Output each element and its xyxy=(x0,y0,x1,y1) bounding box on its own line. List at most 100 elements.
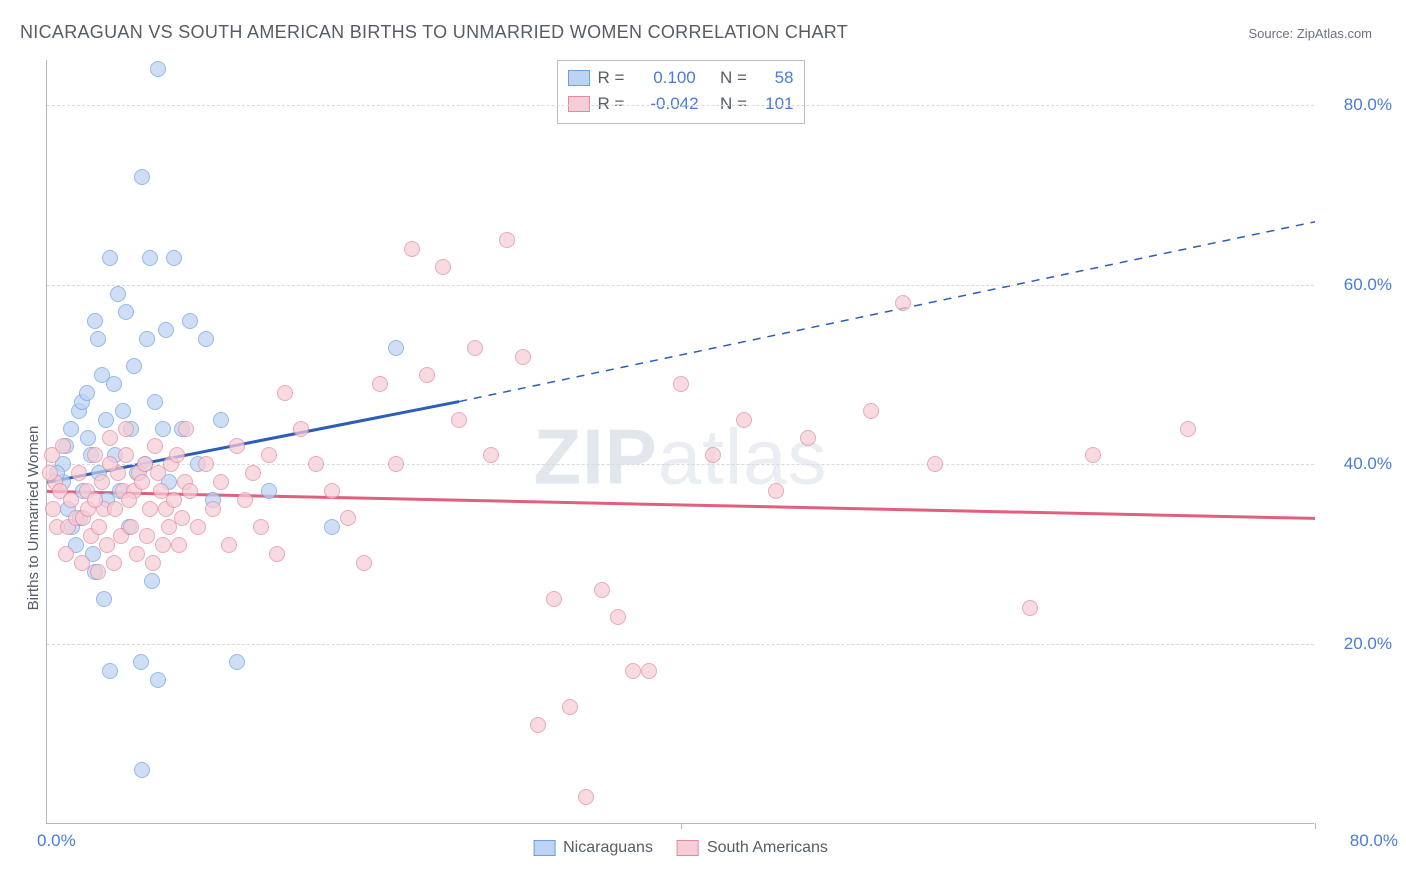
y-axis-tick: 20.0% xyxy=(1322,634,1392,654)
data-point xyxy=(308,456,324,472)
data-point xyxy=(182,313,198,329)
data-point xyxy=(147,438,163,454)
y-axis-tick: 40.0% xyxy=(1322,454,1392,474)
legend-item: South Americans xyxy=(677,839,828,857)
data-point xyxy=(142,250,158,266)
data-point xyxy=(166,250,182,266)
gridline xyxy=(47,105,1314,106)
data-point xyxy=(139,331,155,347)
legend-item-label: Nicaraguans xyxy=(563,839,653,857)
y-axis-tick: 80.0% xyxy=(1322,95,1392,115)
gridline xyxy=(47,644,1314,645)
data-point xyxy=(63,492,79,508)
legend-r-label: R = xyxy=(598,68,632,88)
data-point xyxy=(467,340,483,356)
data-point xyxy=(927,456,943,472)
data-point xyxy=(768,483,784,499)
data-point xyxy=(673,376,689,392)
data-point xyxy=(98,412,114,428)
data-point xyxy=(158,322,174,338)
data-point xyxy=(546,591,562,607)
data-point xyxy=(91,519,107,535)
data-point xyxy=(178,421,194,437)
data-point xyxy=(594,582,610,598)
data-point xyxy=(388,340,404,356)
data-point xyxy=(174,510,190,526)
data-point xyxy=(79,385,95,401)
data-point xyxy=(356,555,372,571)
data-point xyxy=(324,483,340,499)
data-point xyxy=(435,259,451,275)
data-point xyxy=(171,537,187,553)
data-point xyxy=(578,789,594,805)
data-point xyxy=(190,519,206,535)
data-point xyxy=(169,447,185,463)
x-axis-tick-mark xyxy=(1315,823,1316,829)
data-point xyxy=(863,403,879,419)
data-point xyxy=(895,295,911,311)
data-point xyxy=(610,609,626,625)
data-point xyxy=(110,286,126,302)
data-point xyxy=(261,483,277,499)
y-axis-label: Births to Unmarried Women xyxy=(25,426,42,611)
data-point xyxy=(1085,447,1101,463)
data-point xyxy=(134,474,150,490)
data-point xyxy=(63,421,79,437)
gridline xyxy=(47,285,1314,286)
data-point xyxy=(139,528,155,544)
data-point xyxy=(800,430,816,446)
legend-n-value: 58 xyxy=(758,68,794,88)
data-point xyxy=(118,421,134,437)
data-point xyxy=(237,492,253,508)
data-point xyxy=(147,394,163,410)
data-point xyxy=(45,501,61,517)
data-point xyxy=(150,61,166,77)
data-point xyxy=(261,447,277,463)
data-point xyxy=(129,546,145,562)
source-label: Source: ZipAtlas.com xyxy=(1248,26,1372,41)
data-point xyxy=(80,430,96,446)
data-point xyxy=(87,313,103,329)
data-point xyxy=(155,537,171,553)
data-point xyxy=(150,672,166,688)
data-point xyxy=(106,376,122,392)
data-point xyxy=(221,537,237,553)
data-point xyxy=(213,474,229,490)
legend-n-label: N = xyxy=(718,68,750,88)
data-point xyxy=(340,510,356,526)
data-point xyxy=(1022,600,1038,616)
data-point xyxy=(115,403,131,419)
data-point xyxy=(245,465,261,481)
data-point xyxy=(419,367,435,383)
data-point xyxy=(530,717,546,733)
data-point xyxy=(102,456,118,472)
data-point xyxy=(55,438,71,454)
data-point xyxy=(198,331,214,347)
data-point xyxy=(253,519,269,535)
data-point xyxy=(324,519,340,535)
data-point xyxy=(142,501,158,517)
data-point xyxy=(107,501,123,517)
data-point xyxy=(166,492,182,508)
y-axis-tick: 60.0% xyxy=(1322,275,1392,295)
data-point xyxy=(71,465,87,481)
legend-series: Nicaraguans South Americans xyxy=(533,839,828,857)
legend-r-value: 0.100 xyxy=(640,68,710,88)
data-point xyxy=(94,474,110,490)
x-axis-tick-0: 0.0% xyxy=(37,831,76,851)
data-point xyxy=(1180,421,1196,437)
legend-item: Nicaraguans xyxy=(533,839,653,857)
data-point xyxy=(641,663,657,679)
data-point xyxy=(96,591,112,607)
data-point xyxy=(134,762,150,778)
data-point xyxy=(277,385,293,401)
data-point xyxy=(126,358,142,374)
data-point xyxy=(74,555,90,571)
data-point xyxy=(483,447,499,463)
data-point xyxy=(293,421,309,437)
chart-title: NICARAGUAN VS SOUTH AMERICAN BIRTHS TO U… xyxy=(20,22,848,43)
data-point xyxy=(58,546,74,562)
data-point xyxy=(123,519,139,535)
legend-swatch xyxy=(568,70,590,86)
scatter-plot: ZIPatlas R =0.100N =58R =-0.042N =101 Ni… xyxy=(46,60,1314,824)
